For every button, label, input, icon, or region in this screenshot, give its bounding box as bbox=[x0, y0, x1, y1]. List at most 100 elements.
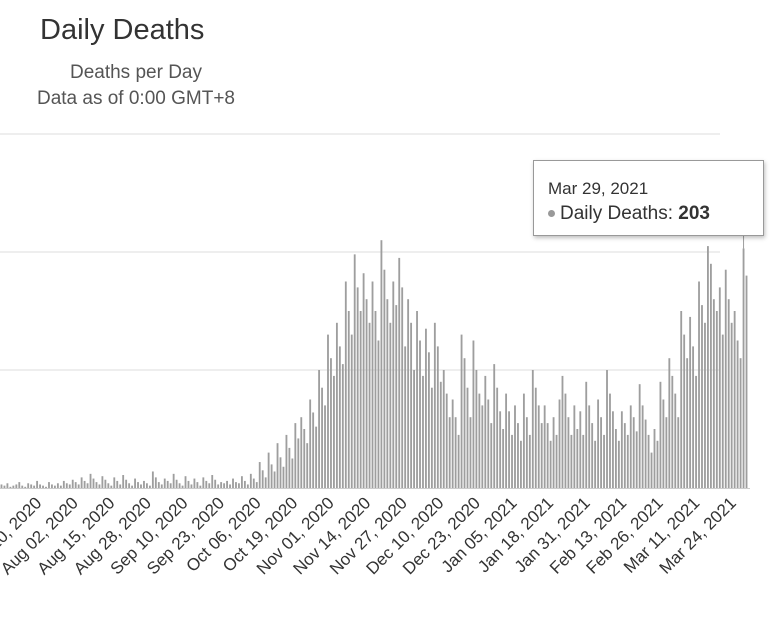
bar[interactable] bbox=[362, 273, 365, 488]
bar[interactable] bbox=[499, 411, 502, 488]
bar[interactable] bbox=[27, 483, 30, 488]
bar[interactable] bbox=[742, 248, 745, 488]
bar[interactable] bbox=[496, 387, 499, 488]
bar[interactable] bbox=[724, 269, 727, 488]
bar[interactable] bbox=[395, 305, 398, 488]
bar[interactable] bbox=[531, 370, 534, 488]
bar[interactable] bbox=[433, 322, 436, 488]
bar[interactable] bbox=[650, 452, 653, 488]
bar[interactable] bbox=[104, 479, 107, 488]
bar[interactable] bbox=[184, 476, 187, 488]
bar[interactable] bbox=[374, 311, 377, 488]
bar[interactable] bbox=[404, 346, 407, 488]
bar[interactable] bbox=[315, 426, 318, 488]
bar[interactable] bbox=[419, 340, 421, 489]
bar[interactable] bbox=[543, 405, 546, 488]
bar[interactable] bbox=[202, 477, 205, 488]
bar[interactable] bbox=[386, 299, 389, 488]
bar[interactable] bbox=[190, 484, 193, 488]
bar[interactable] bbox=[98, 484, 101, 488]
bar[interactable] bbox=[3, 485, 6, 488]
bar[interactable] bbox=[522, 393, 525, 488]
bar[interactable] bbox=[347, 311, 350, 488]
bar[interactable] bbox=[338, 346, 341, 488]
bar[interactable] bbox=[707, 246, 709, 488]
bar[interactable] bbox=[555, 434, 558, 488]
bar[interactable] bbox=[101, 476, 104, 488]
bar[interactable] bbox=[246, 484, 249, 488]
bar[interactable] bbox=[600, 417, 602, 488]
bar[interactable] bbox=[226, 480, 228, 488]
bar[interactable] bbox=[422, 375, 424, 488]
bar[interactable] bbox=[659, 381, 662, 488]
bar[interactable] bbox=[196, 482, 199, 488]
bar[interactable] bbox=[656, 440, 659, 488]
bar[interactable] bbox=[172, 473, 175, 488]
bar[interactable] bbox=[175, 479, 178, 488]
bar[interactable] bbox=[511, 434, 513, 488]
bar[interactable] bbox=[564, 393, 567, 488]
bar[interactable] bbox=[389, 322, 392, 488]
bar[interactable] bbox=[380, 240, 383, 488]
bar[interactable] bbox=[561, 375, 564, 488]
bar[interactable] bbox=[92, 478, 95, 488]
bar[interactable] bbox=[350, 334, 353, 488]
bar[interactable] bbox=[86, 483, 89, 488]
bar[interactable] bbox=[288, 447, 291, 488]
bar[interactable] bbox=[134, 478, 136, 488]
bar[interactable] bbox=[220, 482, 223, 488]
bar[interactable] bbox=[128, 483, 131, 488]
bar[interactable] bbox=[683, 334, 686, 488]
bar[interactable] bbox=[199, 485, 202, 488]
bar[interactable] bbox=[9, 486, 12, 488]
bar[interactable] bbox=[333, 375, 335, 488]
bar[interactable] bbox=[469, 417, 472, 488]
bar[interactable] bbox=[709, 263, 712, 488]
bar[interactable] bbox=[478, 393, 481, 488]
bar[interactable] bbox=[68, 484, 71, 488]
bar[interactable] bbox=[140, 484, 142, 488]
bar[interactable] bbox=[745, 275, 748, 488]
bar[interactable] bbox=[401, 287, 404, 488]
bar[interactable] bbox=[0, 484, 3, 488]
bar[interactable] bbox=[71, 479, 74, 488]
bar[interactable] bbox=[163, 478, 166, 488]
bar[interactable] bbox=[89, 473, 92, 488]
bar[interactable] bbox=[53, 485, 56, 488]
bar[interactable] bbox=[42, 485, 44, 488]
bar[interactable] bbox=[632, 417, 635, 488]
bar[interactable] bbox=[430, 387, 433, 488]
bar[interactable] bbox=[371, 281, 374, 489]
bar[interactable] bbox=[143, 480, 145, 488]
bar[interactable] bbox=[493, 364, 496, 488]
bar[interactable] bbox=[425, 328, 427, 488]
bar[interactable] bbox=[407, 299, 410, 488]
bar[interactable] bbox=[252, 478, 255, 488]
bar[interactable] bbox=[56, 483, 59, 488]
bar[interactable] bbox=[353, 254, 356, 488]
bar[interactable] bbox=[594, 440, 597, 488]
bar[interactable] bbox=[229, 484, 231, 488]
bar[interactable] bbox=[113, 477, 116, 488]
bar[interactable] bbox=[235, 482, 237, 488]
bar[interactable] bbox=[264, 477, 267, 488]
bar[interactable] bbox=[217, 484, 220, 488]
bar[interactable] bbox=[6, 483, 9, 488]
bar[interactable] bbox=[617, 440, 620, 488]
bar[interactable] bbox=[614, 429, 617, 488]
bar[interactable] bbox=[267, 452, 270, 488]
bar[interactable] bbox=[324, 405, 326, 488]
bar[interactable] bbox=[148, 485, 151, 488]
bar[interactable] bbox=[83, 480, 86, 488]
bar[interactable] bbox=[282, 466, 285, 488]
bar[interactable] bbox=[603, 434, 605, 488]
bar[interactable] bbox=[273, 471, 276, 488]
bar[interactable] bbox=[695, 375, 697, 488]
bar[interactable] bbox=[597, 399, 600, 489]
bar[interactable] bbox=[368, 322, 371, 488]
bar[interactable] bbox=[701, 305, 703, 488]
bar[interactable] bbox=[647, 434, 650, 488]
bar[interactable] bbox=[588, 405, 591, 488]
bar[interactable] bbox=[125, 479, 128, 488]
bar[interactable] bbox=[689, 316, 692, 488]
